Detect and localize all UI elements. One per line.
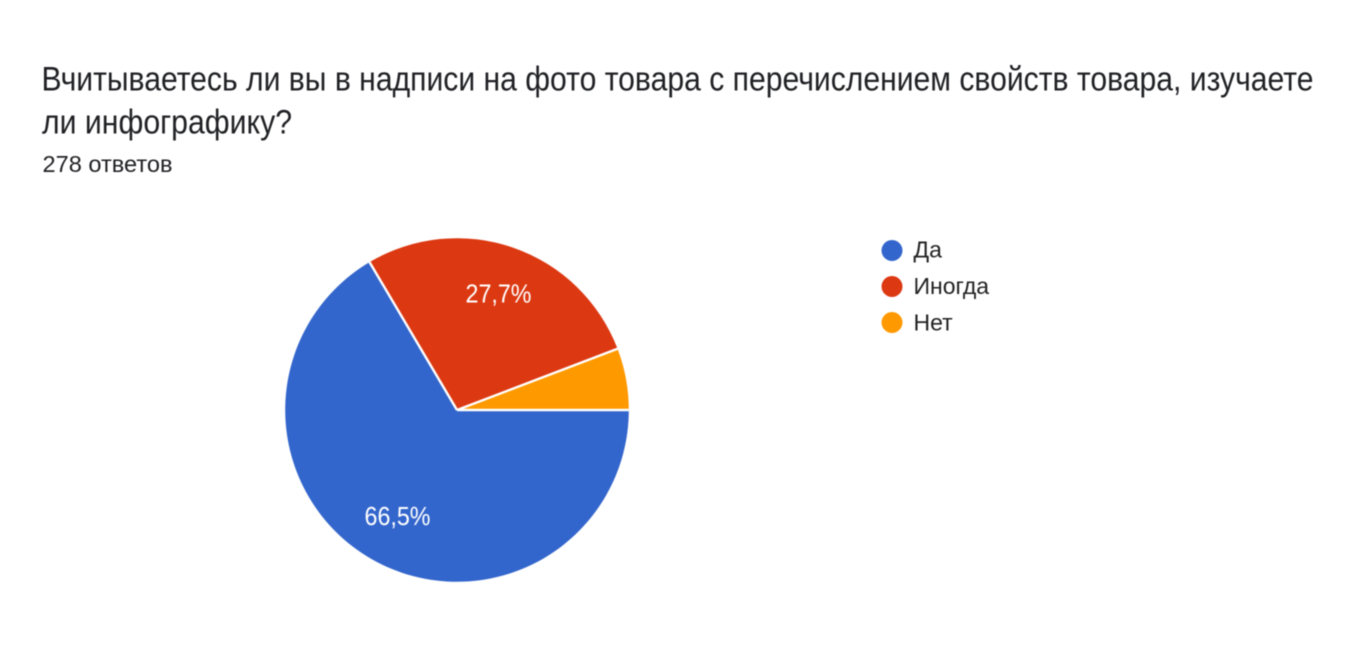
- svg-text:278 ответов: 278 ответов: [43, 151, 173, 177]
- svg-text:ли инфографику?: ли инфографику?: [42, 104, 292, 142]
- svg-text:Да: Да: [914, 237, 943, 263]
- svg-text:27,7%: 27,7%: [466, 278, 532, 308]
- svg-text:66,5%: 66,5%: [365, 501, 431, 531]
- svg-text:Иногда: Иногда: [914, 273, 990, 299]
- svg-text:Вчитываетесь ли вы в надписи н: Вчитываетесь ли вы в надписи на фото тов…: [42, 61, 1314, 99]
- svg-text:Нет: Нет: [914, 310, 954, 336]
